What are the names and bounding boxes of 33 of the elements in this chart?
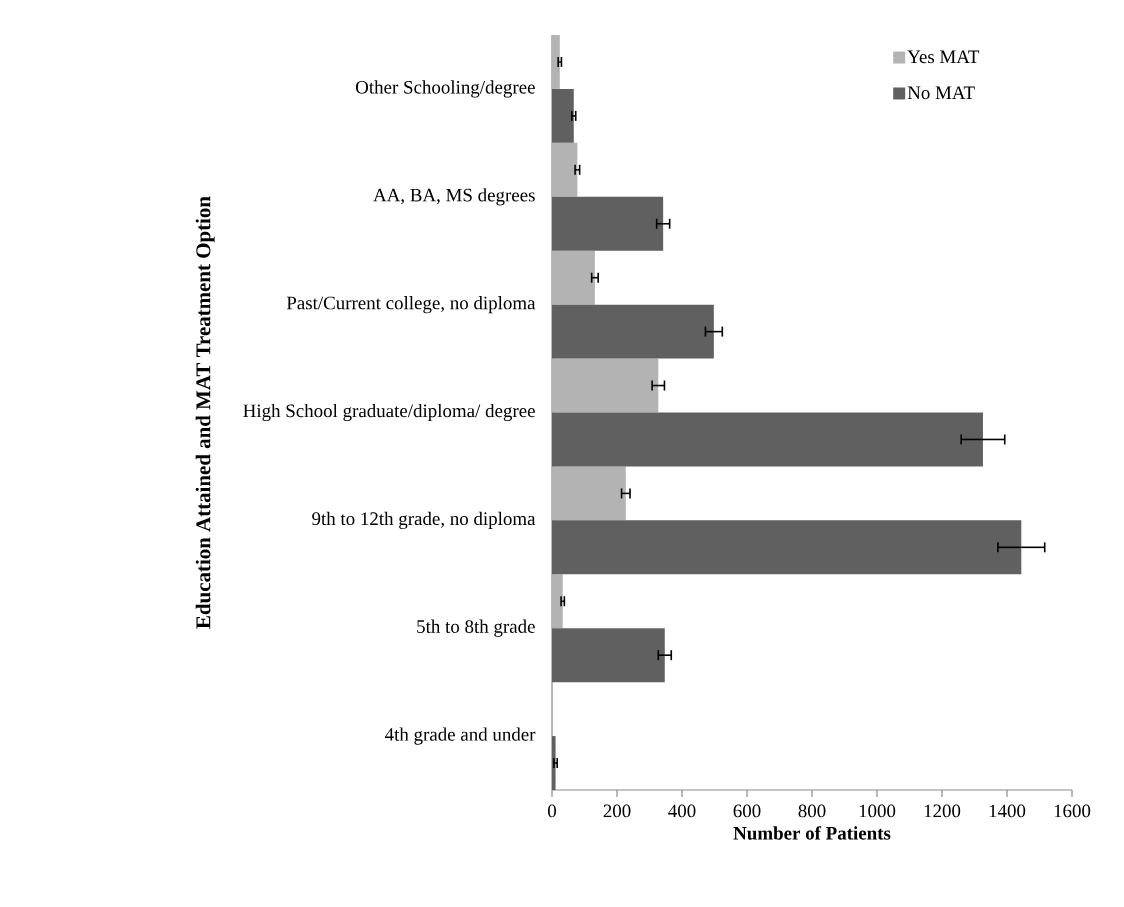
bar — [552, 736, 556, 791]
bar — [552, 358, 659, 413]
y-tick-label: 5th to 8th grade — [417, 619, 535, 637]
x-tick-label: 400 — [668, 804, 696, 818]
bar — [552, 88, 574, 143]
x-tick-label: 1200 — [924, 804, 961, 818]
y-tick-label: AA, BA, MS degrees — [373, 188, 535, 206]
x-tick-label: 1400 — [989, 804, 1026, 818]
bar — [552, 250, 595, 305]
x-tick-label: 0 — [547, 804, 556, 818]
y-tick-label: 9th to 12th grade, no diploma — [312, 511, 536, 529]
bar — [552, 628, 665, 683]
legend-label: Yes MAT — [907, 50, 980, 64]
y-tick-label: Other Schooling/degree — [355, 80, 535, 98]
bar — [552, 304, 714, 359]
bar — [552, 142, 578, 197]
bar — [552, 196, 664, 251]
y-tick-label: High School graduate/diploma/ degree — [243, 403, 535, 422]
bar — [552, 35, 560, 89]
x-tick-label: 1600 — [1054, 804, 1091, 818]
legend-label: No MAT — [907, 86, 975, 100]
y-tick-label: 4th grade and under — [385, 727, 536, 745]
x-tick-label: 200 — [603, 804, 631, 818]
bar — [552, 520, 1022, 575]
x-tick-label: 1000 — [859, 804, 896, 818]
x-tick-label: 800 — [798, 804, 826, 818]
y-axis-title: Education Attained and MAT Treatment Option — [195, 196, 215, 629]
y-tick-label: Past/Current college, no diploma — [286, 296, 536, 314]
x-axis-title: Number of Patients — [733, 826, 891, 840]
bar — [552, 466, 626, 521]
bar — [552, 412, 983, 467]
bar — [552, 574, 563, 629]
x-tick-label: 600 — [733, 804, 761, 818]
